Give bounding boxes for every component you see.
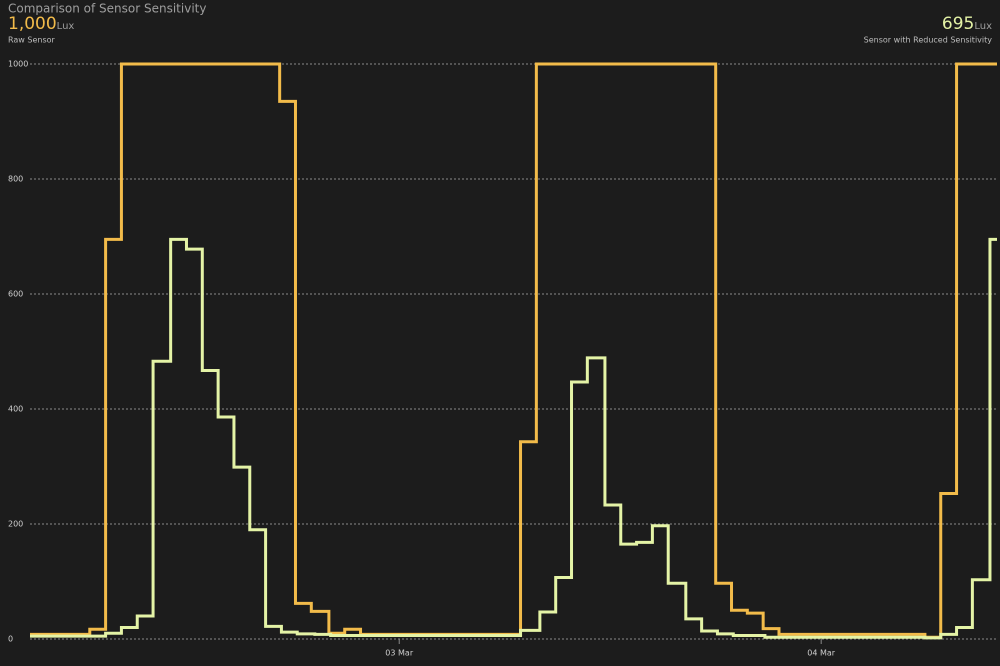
y-tick-label: 600 [8, 290, 23, 299]
current-value: 1,000Lux [8, 14, 74, 34]
y-tick-label: 200 [8, 520, 23, 529]
legend-label: Sensor with Reduced Sensitivity [864, 36, 993, 45]
chart-title: Comparison of Sensor Sensitivity [8, 2, 206, 16]
current-value-number: 1,000 [8, 14, 57, 34]
x-tick-label: 04 Mar [807, 649, 836, 658]
current-value-number: 695 [942, 14, 974, 34]
current-value-unit: Lux [974, 21, 992, 32]
y-tick-label: 0 [8, 635, 13, 644]
y-tick-label: 800 [8, 175, 23, 184]
legend-label: Raw Sensor [8, 36, 56, 45]
series-line [30, 62, 997, 639]
current-value: 695Lux [942, 14, 992, 34]
y-tick-label: 400 [8, 405, 23, 414]
x-tick-label: 03 Mar [385, 649, 414, 658]
current-value-unit: Lux [57, 21, 75, 32]
y-tick-label: 1000 [8, 60, 28, 69]
series-line [30, 237, 997, 640]
